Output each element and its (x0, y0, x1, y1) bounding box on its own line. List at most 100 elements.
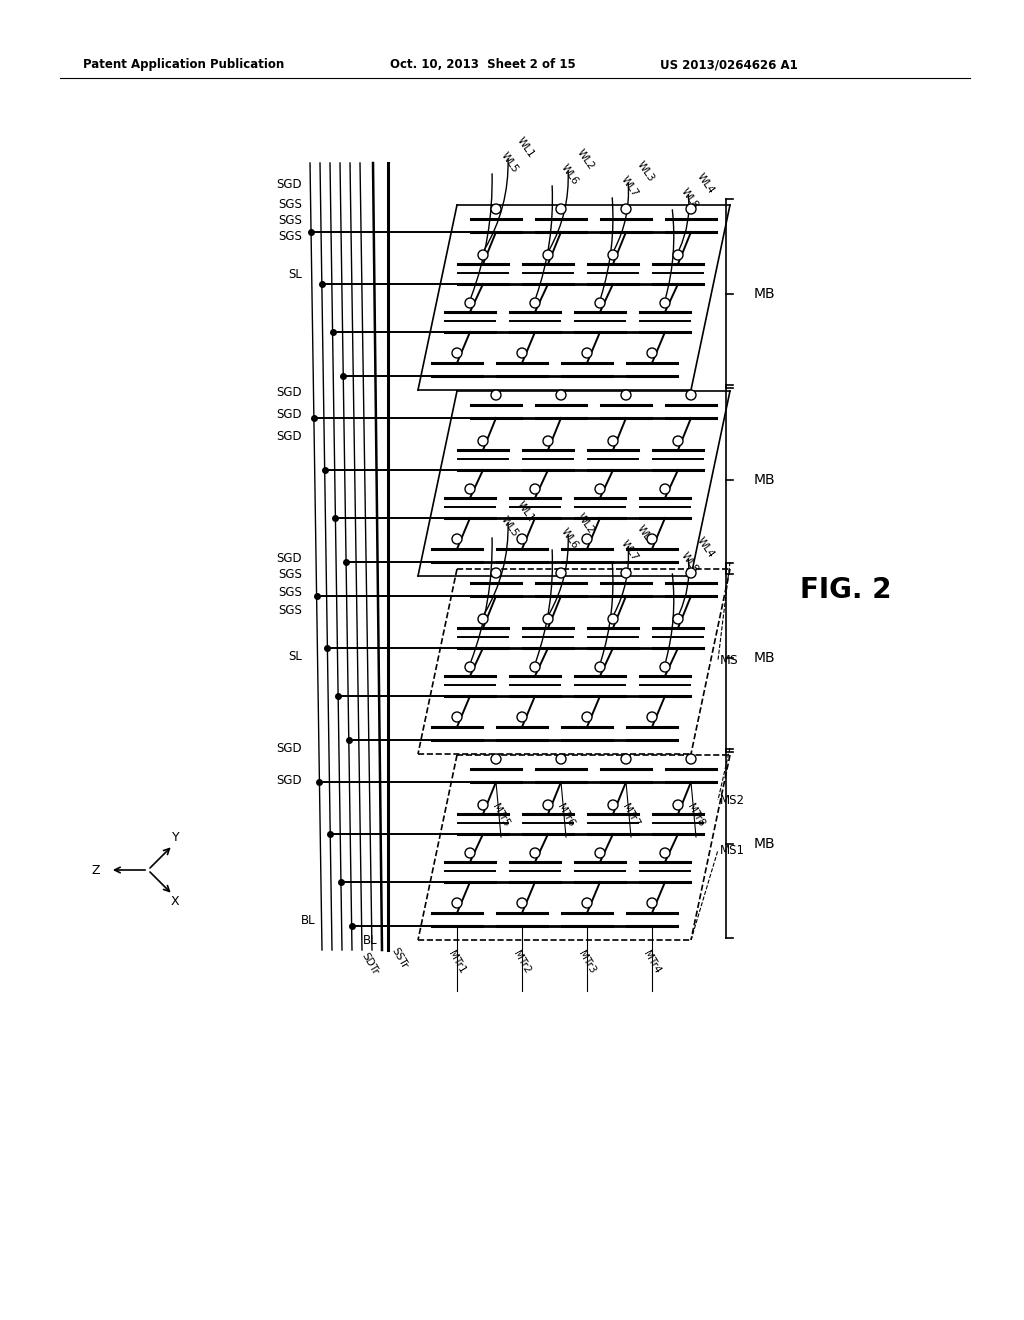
Text: Y: Y (172, 832, 179, 845)
Circle shape (465, 663, 475, 672)
Circle shape (673, 614, 683, 624)
Text: WL8: WL8 (679, 187, 700, 211)
Circle shape (673, 249, 683, 260)
Text: WL6: WL6 (559, 527, 581, 552)
Text: WL3: WL3 (635, 524, 656, 548)
Circle shape (490, 754, 501, 764)
Circle shape (621, 754, 631, 764)
Circle shape (608, 249, 618, 260)
Text: MB: MB (754, 651, 775, 664)
Text: SGS: SGS (279, 198, 302, 211)
Text: WL2: WL2 (575, 148, 596, 172)
Circle shape (517, 898, 527, 908)
Circle shape (556, 754, 566, 764)
Circle shape (478, 800, 488, 810)
Circle shape (647, 898, 657, 908)
Circle shape (647, 711, 657, 722)
Text: MB: MB (754, 473, 775, 487)
Text: MTr1: MTr1 (446, 949, 468, 975)
Text: WL4: WL4 (695, 172, 716, 197)
Text: X: X (171, 895, 179, 908)
Text: SGD: SGD (276, 408, 302, 421)
Circle shape (660, 663, 670, 672)
Circle shape (478, 614, 488, 624)
Circle shape (465, 484, 475, 494)
Circle shape (556, 389, 566, 400)
Circle shape (530, 298, 540, 308)
Text: SGD: SGD (276, 742, 302, 755)
Circle shape (621, 389, 631, 400)
Text: SSTr: SSTr (390, 946, 410, 970)
Text: WL7: WL7 (618, 539, 640, 564)
Text: WL5: WL5 (499, 150, 520, 176)
Text: MTr3: MTr3 (577, 949, 597, 975)
Text: Patent Application Publication: Patent Application Publication (83, 58, 285, 71)
Text: SGD: SGD (276, 552, 302, 565)
Text: MB: MB (754, 837, 775, 850)
Circle shape (595, 298, 605, 308)
Text: WL7: WL7 (618, 174, 640, 199)
Text: BL: BL (301, 913, 316, 927)
Circle shape (556, 205, 566, 214)
Text: MTr5: MTr5 (490, 803, 511, 829)
Circle shape (543, 614, 553, 624)
Text: SL: SL (288, 268, 302, 281)
Text: US 2013/0264626 A1: US 2013/0264626 A1 (660, 58, 798, 71)
Text: WL6: WL6 (559, 162, 581, 187)
Text: SGD: SGD (276, 178, 302, 191)
Text: WL5: WL5 (499, 515, 520, 539)
Circle shape (582, 535, 592, 544)
Circle shape (530, 663, 540, 672)
Circle shape (490, 568, 501, 578)
Circle shape (556, 568, 566, 578)
Circle shape (660, 298, 670, 308)
Circle shape (582, 348, 592, 358)
Text: FIG. 2: FIG. 2 (800, 576, 892, 605)
Text: MTr2: MTr2 (512, 949, 532, 975)
Circle shape (595, 663, 605, 672)
Circle shape (608, 614, 618, 624)
Text: WL4: WL4 (695, 536, 716, 560)
Text: WL1: WL1 (515, 136, 537, 160)
Circle shape (660, 484, 670, 494)
Circle shape (478, 436, 488, 446)
Text: WL1: WL1 (515, 500, 537, 524)
Text: SL: SL (288, 649, 302, 663)
Text: SGS: SGS (279, 603, 302, 616)
Text: Z: Z (91, 863, 100, 876)
Circle shape (608, 800, 618, 810)
Circle shape (582, 711, 592, 722)
Text: MTr7: MTr7 (621, 803, 641, 829)
Text: SDTr: SDTr (359, 950, 380, 977)
Circle shape (647, 348, 657, 358)
Circle shape (465, 298, 475, 308)
Circle shape (543, 249, 553, 260)
Text: Oct. 10, 2013  Sheet 2 of 15: Oct. 10, 2013 Sheet 2 of 15 (390, 58, 575, 71)
Circle shape (686, 389, 696, 400)
Text: MTr4: MTr4 (641, 949, 663, 975)
Circle shape (452, 898, 462, 908)
Circle shape (530, 847, 540, 858)
Text: WL8: WL8 (679, 550, 700, 576)
Circle shape (595, 847, 605, 858)
Text: SGS: SGS (279, 231, 302, 243)
Text: MS2: MS2 (720, 793, 745, 807)
Circle shape (673, 800, 683, 810)
Circle shape (517, 348, 527, 358)
Circle shape (621, 568, 631, 578)
Text: MS: MS (720, 653, 738, 667)
Circle shape (530, 484, 540, 494)
Text: SGD: SGD (276, 385, 302, 399)
Circle shape (478, 249, 488, 260)
Circle shape (452, 348, 462, 358)
Text: BL: BL (364, 933, 378, 946)
Text: WL2: WL2 (575, 512, 596, 536)
Text: SGS: SGS (279, 586, 302, 598)
Circle shape (621, 205, 631, 214)
Circle shape (582, 898, 592, 908)
Circle shape (543, 436, 553, 446)
Text: SGD: SGD (276, 429, 302, 442)
Circle shape (543, 800, 553, 810)
Circle shape (686, 205, 696, 214)
Circle shape (452, 711, 462, 722)
